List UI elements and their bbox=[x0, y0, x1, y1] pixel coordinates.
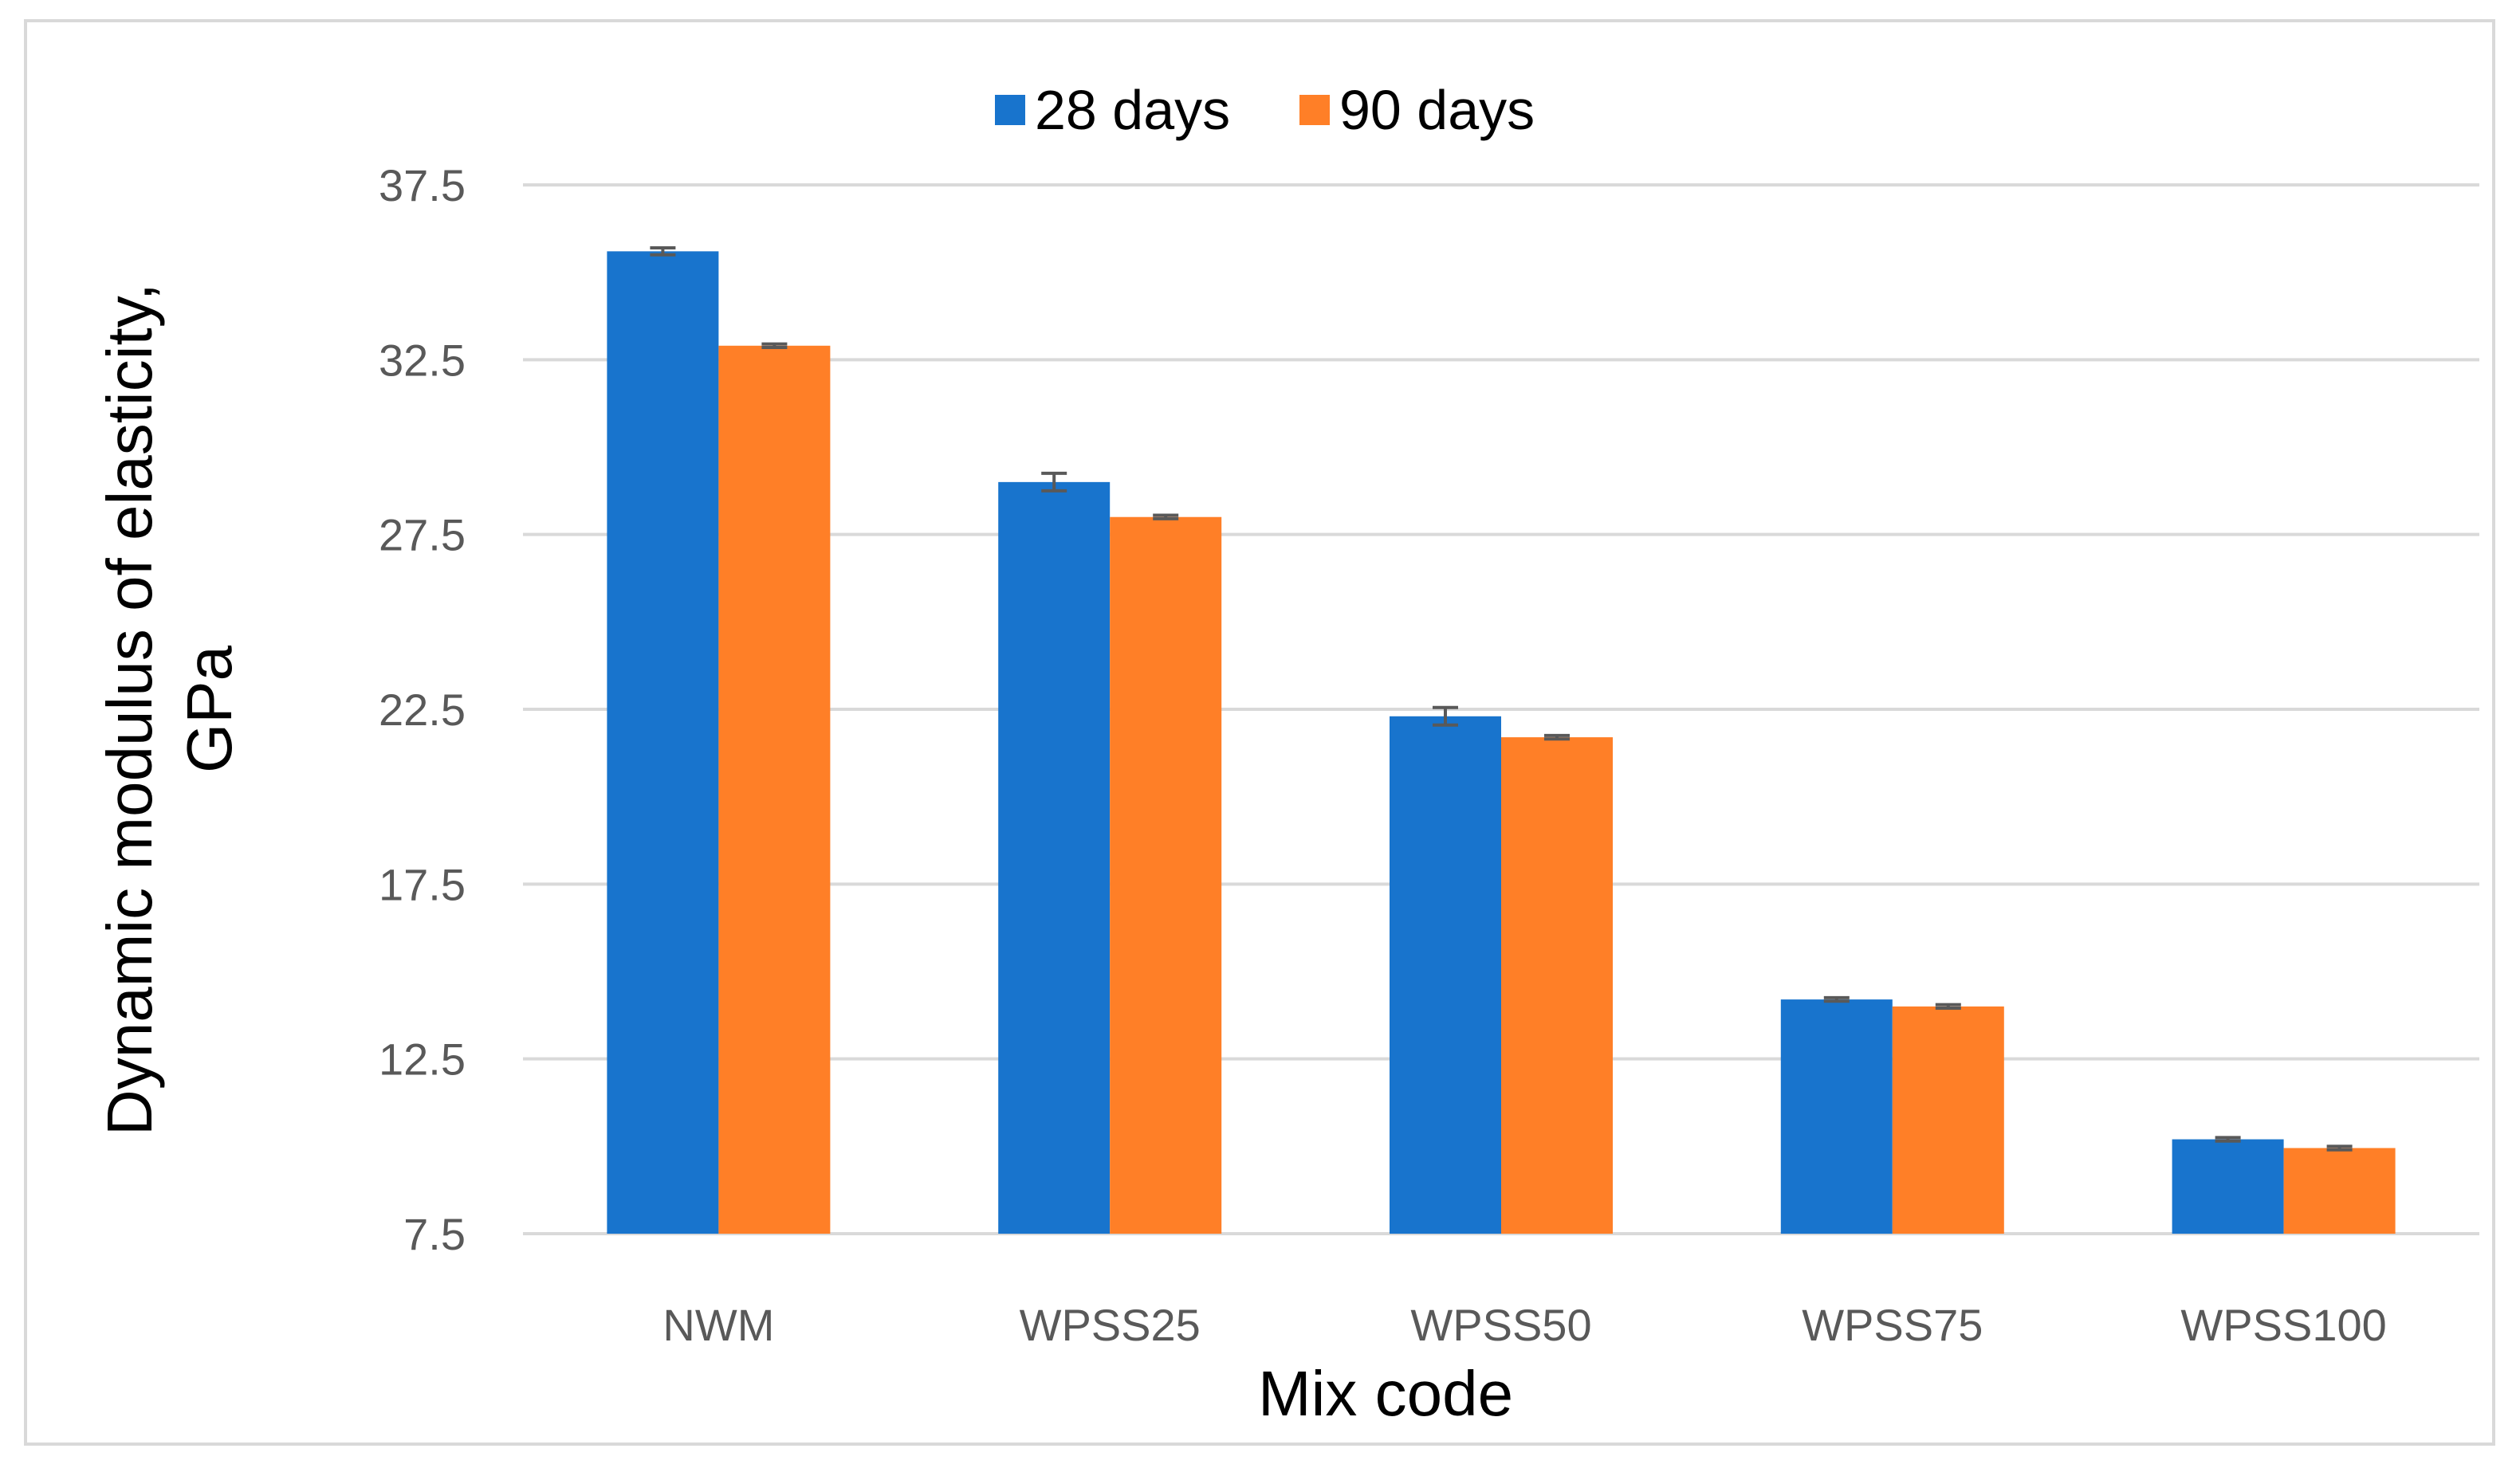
y-tick-label: 17.5 bbox=[379, 859, 466, 909]
error-bar-nwm-90-days bbox=[761, 342, 788, 349]
bar-wpss50-28-days bbox=[1390, 716, 1501, 1234]
error-bar-wpss25-28-days bbox=[1041, 471, 1067, 493]
x-axis-title: Mix code bbox=[1258, 1358, 1513, 1429]
error-bar-wpss25-90-days bbox=[1153, 513, 1179, 520]
bar-wpss75-90-days bbox=[1892, 1006, 2004, 1234]
error-bar-wpss75-28-days bbox=[1823, 995, 1850, 1003]
legend-swatch-28-days bbox=[995, 95, 1025, 125]
legend-label-90-days: 90 days bbox=[1339, 79, 1535, 141]
error-bar-nwm-28-days bbox=[650, 245, 676, 257]
y-axis-title: Dynamic modulus of elasticity, GPa bbox=[94, 283, 245, 1136]
y-tick-label: 7.5 bbox=[403, 1209, 466, 1259]
bar-wpss75-28-days bbox=[1780, 999, 1893, 1234]
x-tick-label-wpss50: WPSS50 bbox=[1410, 1300, 1591, 1350]
legend-swatch-90-days bbox=[1299, 95, 1330, 125]
y-tick-label: 32.5 bbox=[379, 335, 466, 385]
error-bar-wpss75-90-days bbox=[1935, 1003, 1961, 1011]
bar-nwm-28-days bbox=[607, 251, 719, 1234]
bar-wpss25-28-days bbox=[998, 481, 1111, 1234]
bar-wpss50-90-days bbox=[1501, 737, 1613, 1234]
bar-nwm-90-days bbox=[718, 345, 831, 1234]
y-tick-label: 22.5 bbox=[379, 685, 466, 735]
y-axis-title-line-1: Dynamic modulus of elasticity, bbox=[94, 283, 165, 1136]
error-bar-wpss50-28-days bbox=[1433, 705, 1458, 727]
bar-wpss100-28-days bbox=[2172, 1139, 2284, 1234]
legend: 28 days 90 days bbox=[995, 79, 1535, 141]
error-bar-wpss100-90-days bbox=[2326, 1144, 2353, 1152]
y-tick-label: 12.5 bbox=[379, 1034, 466, 1085]
chart-frame bbox=[24, 19, 2495, 1446]
x-tick-labels: NWM WPSS25 WPSS50 WPSS75 WPSS100 bbox=[662, 1300, 2386, 1350]
y-tick-label: 27.5 bbox=[379, 510, 466, 560]
bars bbox=[607, 251, 2396, 1234]
error-bar-wpss50-90-days bbox=[1544, 733, 1570, 741]
bar-wpss100-90-days bbox=[2283, 1148, 2396, 1234]
bar-wpss25-90-days bbox=[1110, 516, 1222, 1234]
y-axis-title-line-2: GPa bbox=[174, 645, 245, 773]
x-tick-label-wpss100: WPSS100 bbox=[2180, 1300, 2386, 1350]
y-tick-labels: 7.5 12.5 17.5 22.5 27.5 32.5 37.5 bbox=[379, 160, 466, 1259]
x-tick-label-wpss75: WPSS75 bbox=[1802, 1300, 1983, 1350]
error-bars bbox=[650, 245, 2353, 1152]
error-bar-wpss100-28-days bbox=[2215, 1136, 2241, 1143]
y-tick-label: 37.5 bbox=[379, 160, 466, 210]
gridlines bbox=[523, 183, 2479, 1235]
legend-label-28-days: 28 days bbox=[1035, 79, 1230, 141]
x-tick-label-nwm: NWM bbox=[662, 1300, 774, 1350]
x-tick-label-wpss25: WPSS25 bbox=[1020, 1300, 1201, 1350]
